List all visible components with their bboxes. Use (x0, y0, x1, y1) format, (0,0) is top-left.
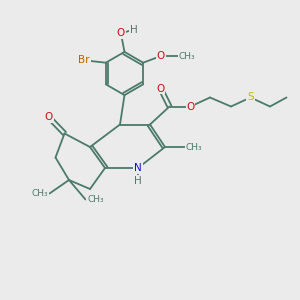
Text: CH₃: CH₃ (178, 52, 195, 61)
Text: N: N (134, 163, 142, 173)
Text: CH₃: CH₃ (186, 142, 202, 152)
Text: H: H (130, 25, 137, 35)
Text: S: S (247, 92, 254, 103)
Text: O: O (156, 83, 165, 94)
Text: O: O (44, 112, 53, 122)
Text: O: O (117, 28, 125, 38)
Text: H: H (134, 176, 142, 186)
Text: O: O (186, 101, 195, 112)
Text: CH₃: CH₃ (87, 195, 104, 204)
Text: Br: Br (78, 55, 90, 65)
Text: O: O (157, 51, 165, 61)
Text: CH₃: CH₃ (32, 189, 48, 198)
